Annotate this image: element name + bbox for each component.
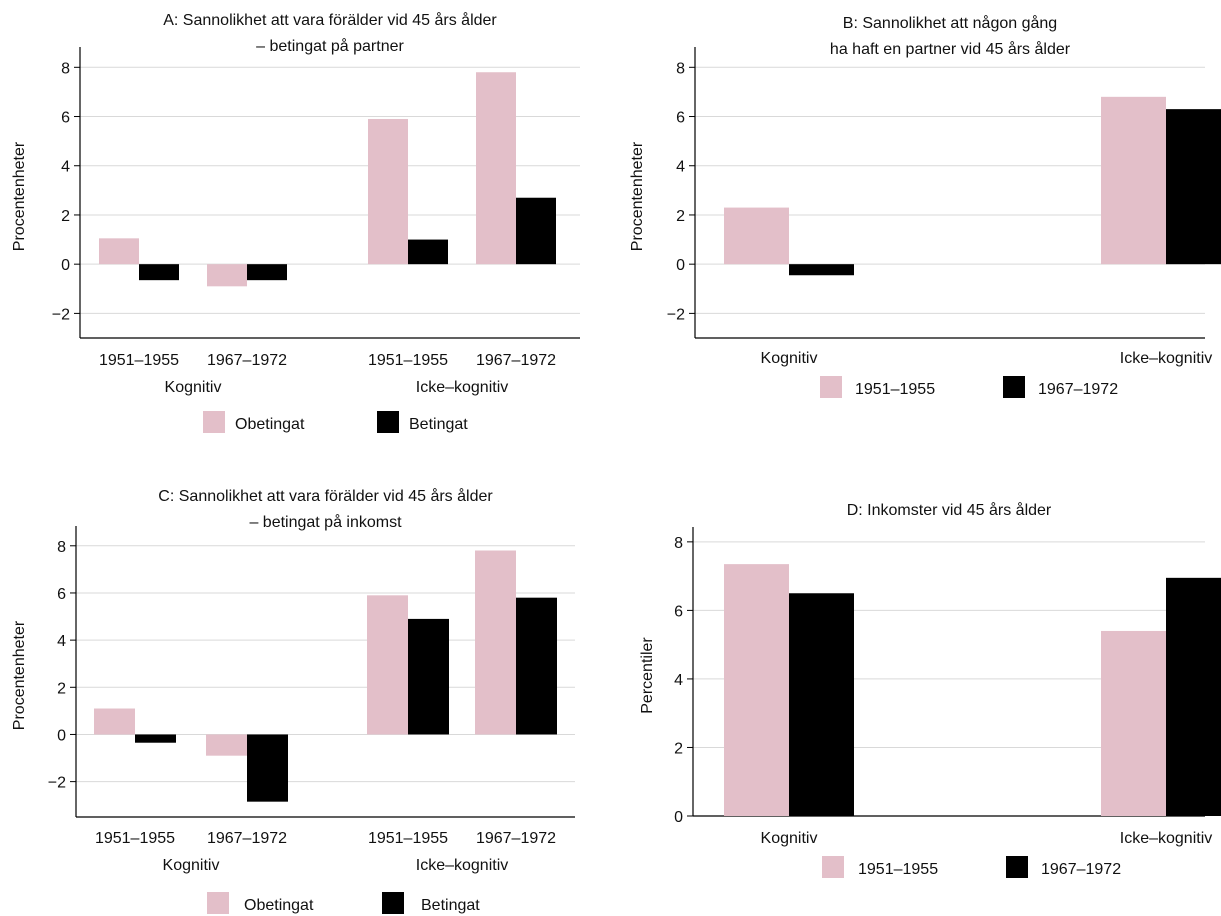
bar-obetingat bbox=[476, 72, 516, 265]
legend-label: 1951–1955 bbox=[855, 381, 935, 398]
y-tick-label: 6 bbox=[674, 603, 683, 620]
panel-title: B: Sannolikhet att någon gång bbox=[843, 14, 1057, 32]
x-group-label: Kognitiv bbox=[163, 857, 220, 874]
bar-1951-1955 bbox=[1101, 630, 1166, 816]
x-tick-label: Icke–kognitiv bbox=[1120, 830, 1213, 847]
bar-betingat bbox=[247, 734, 288, 802]
x-group-label: Icke–kognitiv bbox=[416, 857, 509, 874]
panel-title: – betingat på inkomst bbox=[249, 513, 402, 531]
x-tick-label: 1951–1955 bbox=[95, 830, 175, 847]
bar-obetingat bbox=[368, 118, 408, 265]
bar-1951-1955 bbox=[724, 564, 789, 816]
x-tick-label: 1967–1972 bbox=[207, 352, 287, 369]
legend-swatch bbox=[207, 892, 229, 914]
legend-label: 1967–1972 bbox=[1038, 381, 1118, 398]
y-axis-label: Procentenheter bbox=[11, 141, 28, 251]
panel-title: – betingat på partner bbox=[256, 37, 404, 55]
panel-b: B: Sannolikhet att någon gång ha haft en … bbox=[629, 14, 1221, 398]
legend-swatch bbox=[382, 892, 404, 914]
panel-d: D: Inkomster vid 45 års ålder 0 2 4 6 8 Percen… bbox=[639, 501, 1221, 878]
y-tick-label: 8 bbox=[674, 535, 683, 552]
panel-title: ha haft en partner vid 45 års ålder bbox=[830, 40, 1071, 58]
bar-obetingat bbox=[206, 734, 247, 756]
legend-swatch bbox=[203, 411, 225, 433]
y-tick-label: 4 bbox=[57, 633, 66, 650]
y-tick-label: 0 bbox=[676, 257, 685, 274]
x-tick-label: 1951–1955 bbox=[368, 352, 448, 369]
x-tick-label: 1967–1972 bbox=[207, 830, 287, 847]
y-tick-label: 0 bbox=[674, 809, 683, 826]
y-axis-label: Percentiler bbox=[639, 637, 656, 714]
y-tick-label: 2 bbox=[61, 208, 70, 225]
y-tick-label: 6 bbox=[57, 586, 66, 603]
y-tick-label: 2 bbox=[676, 208, 685, 225]
y-axis-label: Procentenheter bbox=[629, 141, 646, 251]
y-tick-label: 4 bbox=[674, 672, 683, 689]
panel-c: C: Sannolikhet att vara förälder vid 45 … bbox=[11, 487, 575, 914]
bar-1951-1955 bbox=[1101, 96, 1166, 265]
bar-1951-1955 bbox=[724, 207, 789, 265]
legend-label: 1967–1972 bbox=[1041, 861, 1121, 878]
bar-obetingat bbox=[475, 550, 516, 735]
legend-swatch bbox=[822, 856, 844, 878]
x-tick-label: Kognitiv bbox=[761, 830, 818, 847]
panel-title: C: Sannolikhet att vara förälder vid 45 … bbox=[158, 487, 493, 505]
bar-betingat bbox=[135, 734, 176, 743]
legend-label: 1951–1955 bbox=[858, 861, 938, 878]
y-tick-label: 0 bbox=[61, 257, 70, 274]
legend-label: Obetingat bbox=[235, 416, 305, 433]
legend-swatch bbox=[820, 376, 842, 398]
bar-betingat bbox=[139, 264, 179, 281]
bar-obetingat bbox=[94, 708, 135, 735]
panel-a: A: Sannolikhet att vara förälder vid 45 … bbox=[11, 11, 580, 433]
bar-1967-1972 bbox=[789, 264, 854, 276]
legend-label: Obetingat bbox=[244, 897, 314, 914]
bar-1967-1972 bbox=[1166, 577, 1221, 816]
y-tick-label: −2 bbox=[667, 306, 685, 323]
y-tick-label: 8 bbox=[61, 60, 70, 77]
bar-betingat bbox=[247, 264, 287, 281]
y-axis-label: Procentenheter bbox=[11, 620, 28, 730]
bar-1967-1972 bbox=[1166, 109, 1221, 265]
bar-obetingat bbox=[367, 595, 408, 735]
x-tick-label: Icke–kognitiv bbox=[1120, 350, 1213, 367]
y-tick-label: 8 bbox=[57, 539, 66, 556]
legend-label: Betingat bbox=[409, 416, 468, 433]
x-tick-label: Kognitiv bbox=[761, 350, 818, 367]
y-tick-label: 2 bbox=[57, 680, 66, 697]
y-tick-label: 6 bbox=[676, 110, 685, 127]
legend-swatch bbox=[1003, 376, 1025, 398]
y-tick-label: 4 bbox=[676, 159, 685, 176]
y-tick-label: −2 bbox=[52, 306, 70, 323]
legend-swatch bbox=[1006, 856, 1028, 878]
x-tick-label: 1967–1972 bbox=[476, 830, 556, 847]
legend-swatch bbox=[377, 411, 399, 433]
x-group-label: Icke–kognitiv bbox=[416, 379, 509, 396]
bar-betingat bbox=[408, 239, 448, 265]
x-group-label: Kognitiv bbox=[165, 379, 222, 396]
x-tick-label: 1967–1972 bbox=[476, 352, 556, 369]
y-tick-label: 4 bbox=[61, 159, 70, 176]
y-tick-label: 8 bbox=[676, 60, 685, 77]
bar-1967-1972 bbox=[789, 593, 854, 816]
bar-obetingat bbox=[99, 238, 139, 265]
panel-title: A: Sannolikhet att vara förälder vid 45 … bbox=[163, 11, 497, 29]
bar-obetingat bbox=[207, 264, 247, 287]
y-tick-label: 6 bbox=[61, 110, 70, 127]
y-tick-label: 2 bbox=[674, 740, 683, 757]
y-tick-label: 0 bbox=[57, 727, 66, 744]
x-tick-label: 1951–1955 bbox=[99, 352, 179, 369]
panel-title: D: Inkomster vid 45 års ålder bbox=[847, 501, 1052, 519]
bar-betingat bbox=[408, 618, 449, 735]
legend-label: Betingat bbox=[421, 897, 480, 914]
bar-betingat bbox=[516, 197, 556, 265]
bar-betingat bbox=[516, 597, 557, 735]
x-tick-label: 1951–1955 bbox=[368, 830, 448, 847]
y-tick-label: −2 bbox=[48, 775, 66, 792]
